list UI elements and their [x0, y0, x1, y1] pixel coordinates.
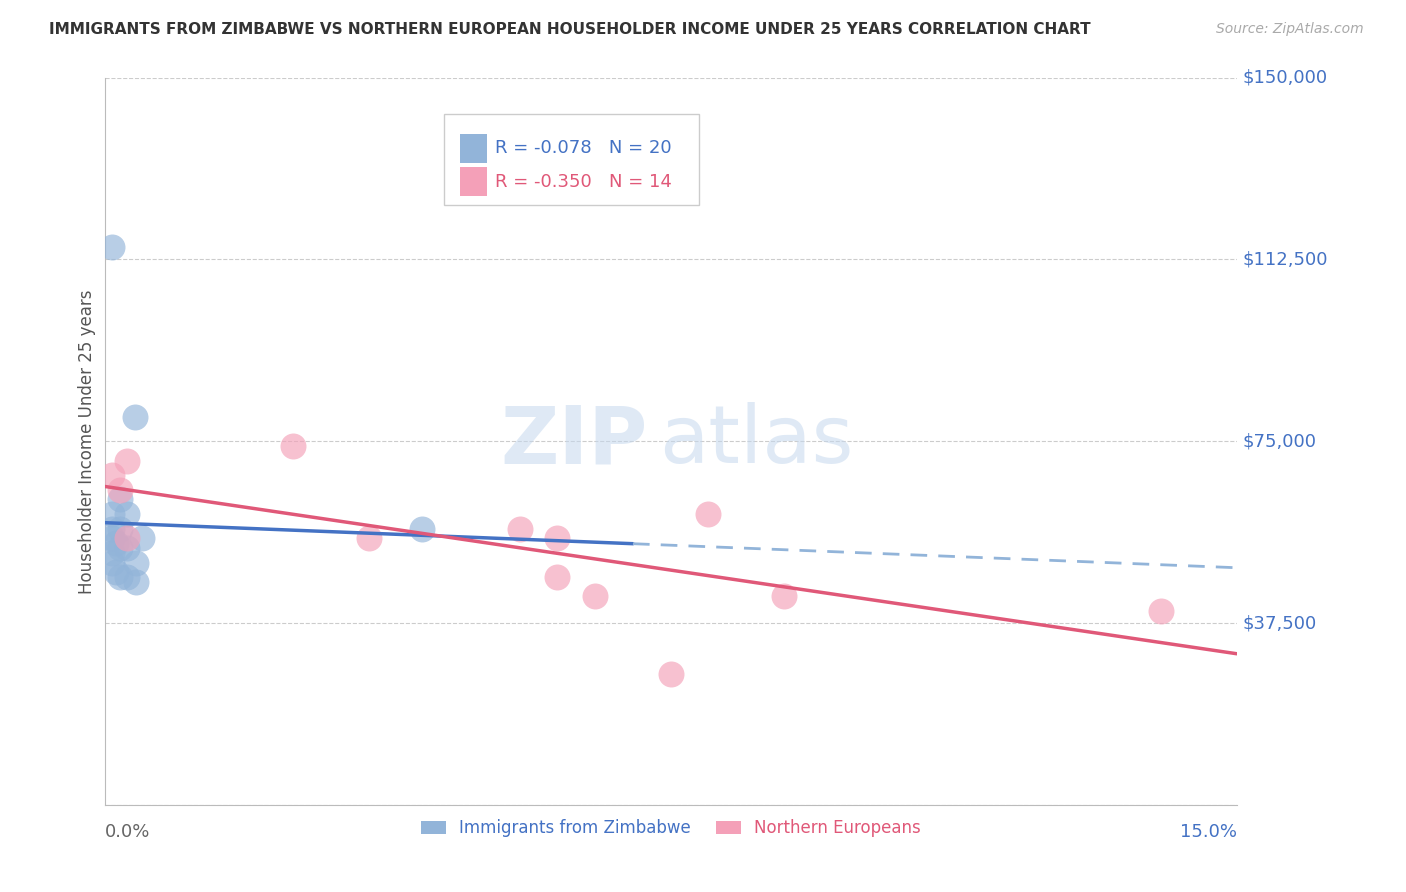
- Text: Source: ZipAtlas.com: Source: ZipAtlas.com: [1216, 22, 1364, 37]
- Y-axis label: Householder Income Under 25 years: Householder Income Under 25 years: [79, 289, 96, 593]
- Point: [101, 240, 124, 254]
- Point: [101, 522, 124, 536]
- Point: [546, 570, 568, 584]
- Point: [117, 507, 139, 521]
- Point: [101, 556, 124, 570]
- Text: $112,500: $112,500: [1243, 251, 1327, 268]
- Point: [104, 565, 127, 579]
- Point: [411, 522, 433, 536]
- Point: [108, 492, 131, 507]
- Point: [583, 590, 606, 604]
- Point: [104, 536, 127, 550]
- FancyBboxPatch shape: [444, 114, 699, 205]
- Point: [101, 468, 124, 483]
- Legend: Immigrants from Zimbabwe, Northern Europeans: Immigrants from Zimbabwe, Northern Europ…: [413, 813, 928, 844]
- FancyBboxPatch shape: [460, 167, 488, 196]
- Point: [1150, 604, 1173, 618]
- Text: $75,000: $75,000: [1243, 433, 1316, 450]
- Text: R = -0.350   N = 14: R = -0.350 N = 14: [495, 172, 672, 191]
- Point: [108, 483, 131, 497]
- Point: [117, 453, 139, 467]
- Point: [117, 541, 139, 555]
- Point: [125, 574, 148, 589]
- Text: $150,000: $150,000: [1243, 69, 1327, 87]
- Point: [357, 531, 380, 545]
- Point: [101, 531, 124, 545]
- Point: [509, 522, 531, 536]
- Text: ZIP: ZIP: [501, 402, 648, 480]
- Text: atlas: atlas: [659, 402, 853, 480]
- Point: [659, 667, 682, 681]
- Text: $37,500: $37,500: [1243, 614, 1316, 632]
- Point: [773, 590, 796, 604]
- Point: [117, 570, 139, 584]
- Point: [697, 507, 720, 521]
- Point: [283, 439, 305, 453]
- Point: [117, 531, 139, 545]
- Point: [108, 522, 131, 536]
- Point: [108, 541, 131, 555]
- FancyBboxPatch shape: [460, 134, 488, 162]
- Point: [546, 531, 568, 545]
- Point: [101, 546, 124, 560]
- Text: 15.0%: 15.0%: [1180, 823, 1237, 841]
- Point: [125, 556, 148, 570]
- Point: [131, 531, 153, 545]
- Text: R = -0.078   N = 20: R = -0.078 N = 20: [495, 139, 672, 157]
- Text: IMMIGRANTS FROM ZIMBABWE VS NORTHERN EUROPEAN HOUSEHOLDER INCOME UNDER 25 YEARS : IMMIGRANTS FROM ZIMBABWE VS NORTHERN EUR…: [49, 22, 1091, 37]
- Point: [101, 507, 124, 521]
- Point: [108, 570, 131, 584]
- Point: [124, 410, 146, 425]
- Text: 0.0%: 0.0%: [104, 823, 150, 841]
